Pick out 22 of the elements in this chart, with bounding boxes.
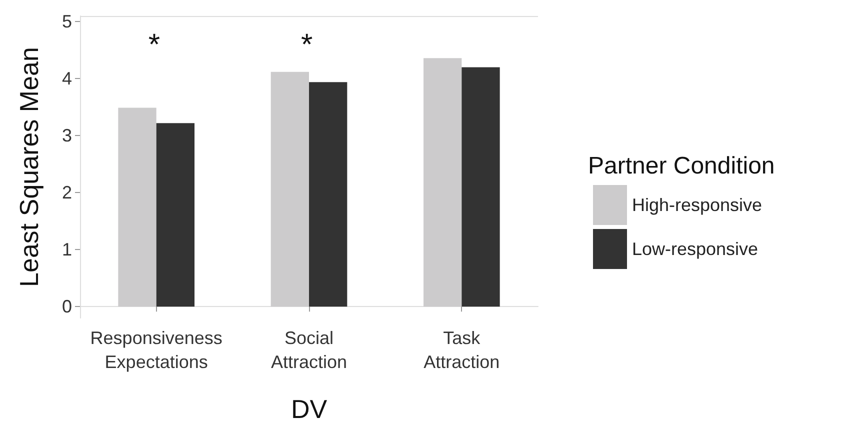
annotation: *: [148, 28, 160, 62]
bar: [424, 58, 462, 307]
bar: [118, 108, 156, 307]
legend-title: Partner Condition: [588, 152, 775, 180]
annotation: *: [301, 28, 313, 62]
bar: [270, 72, 309, 307]
legend-label: Low-responsive: [632, 239, 758, 259]
x-axis-title: DV: [290, 394, 328, 424]
bar: [156, 123, 194, 307]
y-tick-label: 0: [62, 296, 72, 317]
x-tick-label: Responsiveness Expectations: [90, 328, 222, 372]
y-tick-label: 2: [62, 182, 72, 203]
y-tick-label: 1: [62, 240, 72, 260]
bar: [309, 82, 348, 307]
y-tick-label: 5: [62, 12, 72, 32]
legend-label: High-responsive: [632, 195, 762, 215]
y-tick-label: 4: [62, 68, 72, 89]
y-tick-label: 3: [62, 126, 72, 146]
x-tick-label: Social Attraction: [270, 328, 348, 372]
y-axis-title: Least Squares Mean: [14, 47, 44, 287]
x-tick-label: Task Attraction: [424, 328, 500, 372]
bar: [462, 67, 500, 307]
